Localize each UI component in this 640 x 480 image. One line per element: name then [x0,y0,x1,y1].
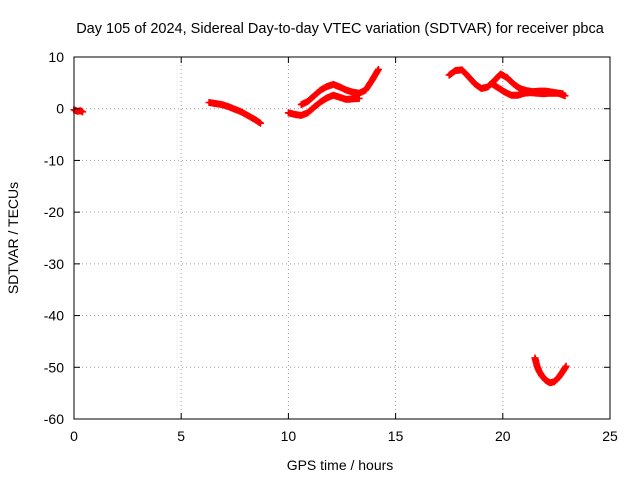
data-points-layer [70,65,570,387]
axis-ticks [73,56,611,420]
x-tick-label: 15 [388,428,404,444]
plot-area-border [73,56,611,420]
data-point [79,108,87,116]
y-tick-label: -50 [44,359,64,375]
series-arc-1 [70,106,87,116]
y-tick-label: -20 [44,204,64,220]
chart-title: Day 105 of 2024, Sidereal Day-to-day VTE… [76,21,605,37]
x-axis-label: GPS time / hours [287,457,394,473]
data-point [374,65,382,73]
series-arc-6 [488,80,567,99]
y-axis-tick-labels: 10 0 -10 -20 -30 -40 -50 -60 [44,49,64,427]
x-tick-label: 25 [602,428,618,444]
x-axis-tick-labels: 0 5 10 15 20 25 [70,428,618,444]
data-point [559,90,567,98]
x-tick-label: 20 [495,428,511,444]
y-axis-label: SDTVAR / TECUs [5,182,21,294]
y-tick-label: -10 [44,152,64,168]
y-tick-label: 10 [48,49,64,65]
x-tick-label: 5 [177,428,185,444]
data-point [562,362,570,370]
data-point [257,119,265,127]
x-tick-label: 0 [70,428,78,444]
series-arc-3 [284,91,363,119]
y-tick-label: -60 [44,411,64,427]
grid-lines [74,57,610,419]
series-arc-2 [205,99,265,127]
x-tick-label: 10 [281,428,297,444]
series-arc-4 [297,65,382,109]
y-tick-label: -30 [44,256,64,272]
y-tick-label: 0 [56,101,64,117]
series-arc-7 [531,354,570,387]
y-tick-label: -40 [44,308,64,324]
